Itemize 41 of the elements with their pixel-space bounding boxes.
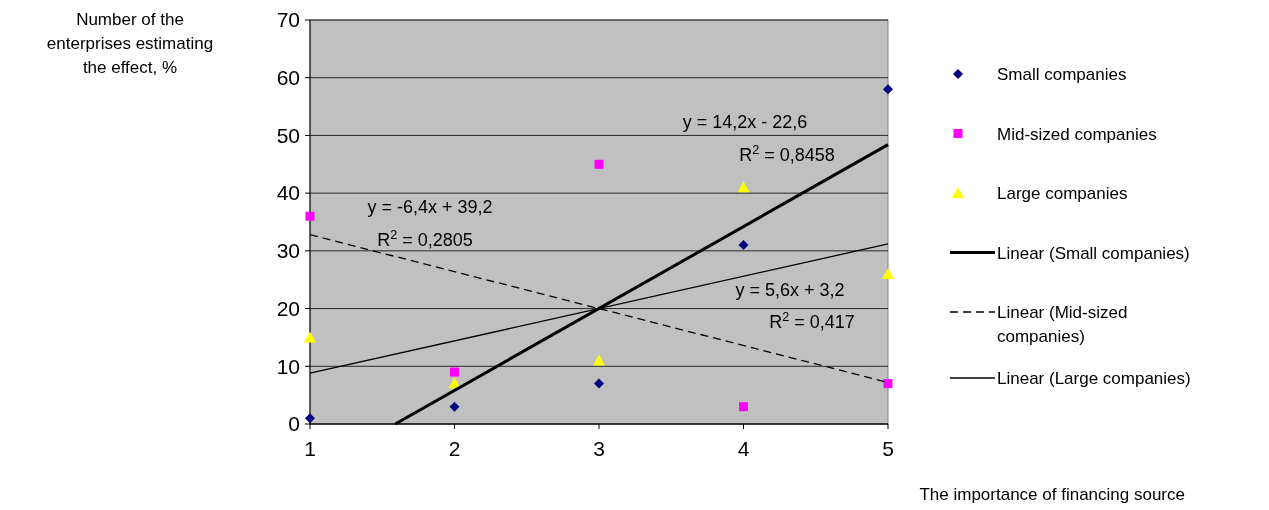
x-axis-title: The importance of financing source bbox=[919, 485, 1185, 504]
x-tick-label: 2 bbox=[448, 437, 461, 460]
point bbox=[594, 159, 604, 169]
point bbox=[883, 379, 893, 389]
y-tick-label: 50 bbox=[276, 123, 300, 147]
y-tick-label: 60 bbox=[276, 66, 300, 90]
point bbox=[305, 211, 315, 221]
x-tick-label: 5 bbox=[882, 437, 894, 460]
x-tick-label: 4 bbox=[737, 437, 750, 460]
legend-label: Linear (Mid-sized companies) bbox=[997, 303, 1128, 346]
y-tick-label: 40 bbox=[276, 181, 300, 205]
legend-label: Linear (Small companies) bbox=[997, 243, 1190, 263]
legend-label: Mid-sized companies bbox=[997, 124, 1157, 144]
point bbox=[449, 401, 460, 412]
annotation: y = -6,4x + 39,2 bbox=[367, 197, 493, 218]
y-tick-label: 10 bbox=[276, 354, 300, 378]
x-tick-label: 3 bbox=[593, 437, 605, 460]
legend-label: Large companies bbox=[997, 184, 1128, 203]
x-tick-label: 1 bbox=[304, 437, 316, 460]
y-axis-title: Number of the enterprises estimating the effect, % bbox=[46, 10, 214, 77]
annotation: y = 14,2x - 22,6 bbox=[682, 112, 808, 133]
legend-label: Linear (Large companies) bbox=[997, 369, 1191, 388]
point bbox=[304, 331, 316, 343]
annotation: y = 5,6x + 3,2 bbox=[735, 280, 845, 301]
y-tick-label: 30 bbox=[276, 239, 300, 263]
point bbox=[594, 378, 604, 389]
point bbox=[305, 413, 315, 424]
point bbox=[883, 84, 893, 95]
annotation: R$^{2}$ = 0,2805 bbox=[377, 228, 473, 251]
legend-label: Small companies bbox=[997, 65, 1127, 84]
point bbox=[593, 354, 605, 366]
point bbox=[882, 267, 894, 279]
y-tick-label: 0 bbox=[288, 412, 300, 436]
y-tick-label: 20 bbox=[276, 296, 300, 320]
point bbox=[738, 240, 749, 251]
annotation: R$^{2}$ = 0,8458 bbox=[739, 143, 835, 166]
point bbox=[737, 181, 750, 193]
annotation: R$^{2}$ = 0,417 bbox=[769, 310, 855, 333]
y-tick-label: 70 bbox=[276, 8, 300, 32]
point bbox=[739, 402, 748, 412]
point bbox=[450, 367, 459, 377]
